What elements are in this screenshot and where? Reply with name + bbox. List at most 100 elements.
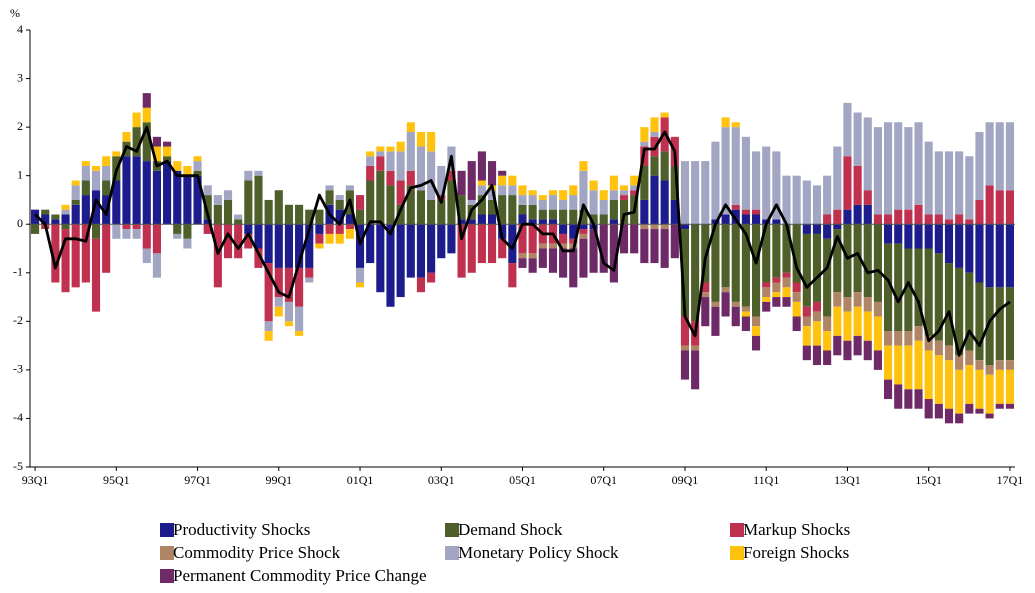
bar-segment — [284, 321, 294, 327]
bar-segment — [447, 170, 456, 181]
bar-segment — [619, 190, 629, 196]
bar-segment — [843, 224, 852, 298]
bar-segment — [609, 224, 618, 283]
x-tick-label: 93Q1 — [22, 473, 49, 487]
bar-segment — [670, 224, 679, 259]
bar-segment — [335, 224, 344, 234]
bar-segment — [427, 151, 436, 200]
bar-segment — [914, 122, 923, 205]
bar-segment — [528, 219, 537, 225]
bar-segment — [589, 190, 598, 215]
bar-segment — [508, 263, 517, 288]
bar-segment — [579, 170, 588, 210]
bar-segment — [751, 316, 761, 327]
bar-segment — [376, 146, 385, 152]
bar-segment — [853, 112, 862, 166]
bar-segment — [325, 190, 334, 205]
bar-segment — [660, 151, 669, 181]
bar-segment — [975, 408, 984, 414]
bar-segment — [315, 243, 324, 249]
bar-segment — [71, 204, 80, 225]
bar-segment — [386, 185, 395, 225]
bar-segment — [477, 214, 486, 225]
bar-segment — [528, 258, 537, 273]
bar-segment — [762, 287, 771, 298]
bar-segment — [741, 136, 750, 210]
bar-segment — [721, 224, 730, 288]
bar-segment — [355, 195, 365, 210]
bar-segment — [467, 224, 476, 273]
bar-segment — [132, 112, 141, 128]
bar-segment — [91, 190, 101, 225]
bar-segment — [61, 209, 70, 215]
bar-segment — [985, 122, 994, 186]
bar-segment — [518, 204, 527, 215]
bar-segment — [772, 219, 781, 225]
bar-segment — [762, 146, 771, 220]
bar-segment — [345, 214, 354, 225]
bar-segment — [71, 180, 80, 186]
bar-segment — [173, 161, 182, 171]
bar-segment — [569, 238, 578, 244]
bar-segment — [315, 209, 324, 225]
bar-segment — [579, 238, 588, 278]
bar-segment — [335, 199, 344, 210]
bar-segment — [325, 224, 334, 234]
bar-segment — [965, 350, 974, 366]
bar-segment — [366, 151, 375, 157]
bar-segment — [355, 267, 365, 283]
bar-segment — [619, 195, 629, 200]
bar-segment — [416, 277, 426, 293]
bar-segment — [701, 297, 710, 327]
bar-segment — [640, 127, 649, 142]
y-tick-label: -2 — [13, 313, 23, 327]
bar-segment — [823, 214, 832, 225]
bar-segment — [548, 243, 558, 249]
x-tick-label: 13Q1 — [834, 473, 861, 487]
bar-segment — [579, 229, 588, 234]
total-line — [34, 125, 1011, 357]
bar-segment — [142, 224, 151, 249]
bar-segment — [487, 214, 497, 225]
bar-segment — [914, 340, 923, 390]
bar-segment — [955, 413, 964, 424]
bar-segment — [691, 161, 700, 225]
bar-segment — [274, 267, 283, 298]
bar-segment — [91, 224, 101, 239]
bar-segment — [599, 190, 608, 200]
bar-segment — [650, 224, 659, 230]
bar-segment — [995, 369, 1004, 404]
bar-segment — [559, 243, 568, 249]
x-tick-label: 17Q1 — [997, 473, 1024, 487]
bar-segment — [863, 190, 872, 205]
bar-segment — [295, 331, 304, 336]
bar-segment — [751, 224, 761, 317]
bar-segment — [904, 389, 913, 409]
bar-segment — [782, 297, 791, 307]
bar-segment — [751, 209, 761, 215]
bar-segment — [41, 214, 50, 225]
bar-segment — [315, 233, 324, 244]
bar-segment — [132, 224, 141, 230]
bar-segment — [863, 311, 872, 341]
bar-segment — [833, 146, 842, 210]
bar-segment — [406, 185, 415, 225]
bar-segment — [437, 165, 446, 196]
bar-segment — [853, 306, 862, 336]
bar-segment — [61, 229, 70, 293]
bar-segment — [904, 209, 913, 225]
bar-segment — [173, 224, 182, 234]
bar-segment — [833, 229, 842, 293]
bar-segment — [325, 233, 334, 244]
legend-label: Permanent Commodity Price Change — [173, 566, 427, 585]
legend-swatch — [160, 569, 174, 583]
bar-segment — [579, 224, 588, 230]
bar-segment — [944, 360, 954, 409]
bar-segment — [122, 229, 131, 239]
bar-segment — [284, 301, 294, 322]
bar-segment — [163, 141, 172, 147]
bar-segment — [619, 224, 629, 254]
bar-segment — [213, 204, 222, 225]
bar-segment — [802, 180, 811, 225]
bar-segment — [924, 248, 933, 336]
